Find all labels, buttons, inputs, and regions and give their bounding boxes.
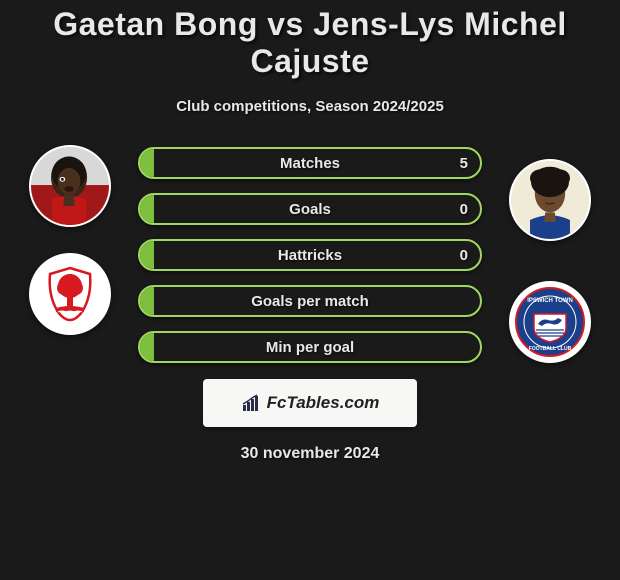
left-club-badge (29, 253, 111, 335)
brand-text: FcTables.com (267, 393, 380, 413)
forest-badge-icon (40, 264, 100, 324)
subtitle: Club competitions, Season 2024/2025 (0, 98, 620, 115)
comparison-card: Gaetan Bong vs Jens-Lys Michel Cajuste C… (0, 0, 620, 463)
right-player-avatar (509, 159, 591, 241)
ipswich-badge-icon: IPSWICH TOWN FOOTBALL CLUB (514, 286, 586, 358)
stat-bar-goals-per-match: Goals per match (138, 285, 482, 317)
brand-box[interactable]: FcTables.com (203, 379, 417, 427)
stat-bar-matches: Matches 5 (138, 147, 482, 179)
stat-label: Hattricks (140, 247, 480, 264)
stat-label: Min per goal (140, 339, 480, 356)
page-title: Gaetan Bong vs Jens-Lys Michel Cajuste (0, 6, 620, 80)
stat-value: 0 (460, 201, 468, 218)
stat-bar-min-per-goal: Min per goal (138, 331, 482, 363)
stats-bars: Matches 5 Goals 0 Hattricks 0 Goals per … (130, 147, 490, 363)
stat-value: 5 (460, 155, 468, 172)
stat-label: Matches (140, 155, 480, 172)
date-text: 30 november 2024 (0, 445, 620, 463)
stat-value: 0 (460, 247, 468, 264)
stat-label: Goals per match (140, 293, 480, 310)
brand-chart-icon (241, 392, 263, 414)
comparison-body: Matches 5 Goals 0 Hattricks 0 Goals per … (0, 145, 620, 363)
svg-text:IPSWICH TOWN: IPSWICH TOWN (527, 298, 573, 304)
right-column: IPSWICH TOWN FOOTBALL CLUB (490, 145, 610, 363)
left-player-illustration (31, 145, 109, 227)
left-player-avatar (29, 145, 111, 227)
svg-text:FOOTBALL CLUB: FOOTBALL CLUB (529, 346, 572, 352)
left-column (10, 145, 130, 335)
stat-bar-hattricks: Hattricks 0 (138, 239, 482, 271)
stat-label: Goals (140, 201, 480, 218)
right-player-illustration (511, 159, 589, 241)
stat-bar-goals: Goals 0 (138, 193, 482, 225)
right-club-badge: IPSWICH TOWN FOOTBALL CLUB (509, 281, 591, 363)
